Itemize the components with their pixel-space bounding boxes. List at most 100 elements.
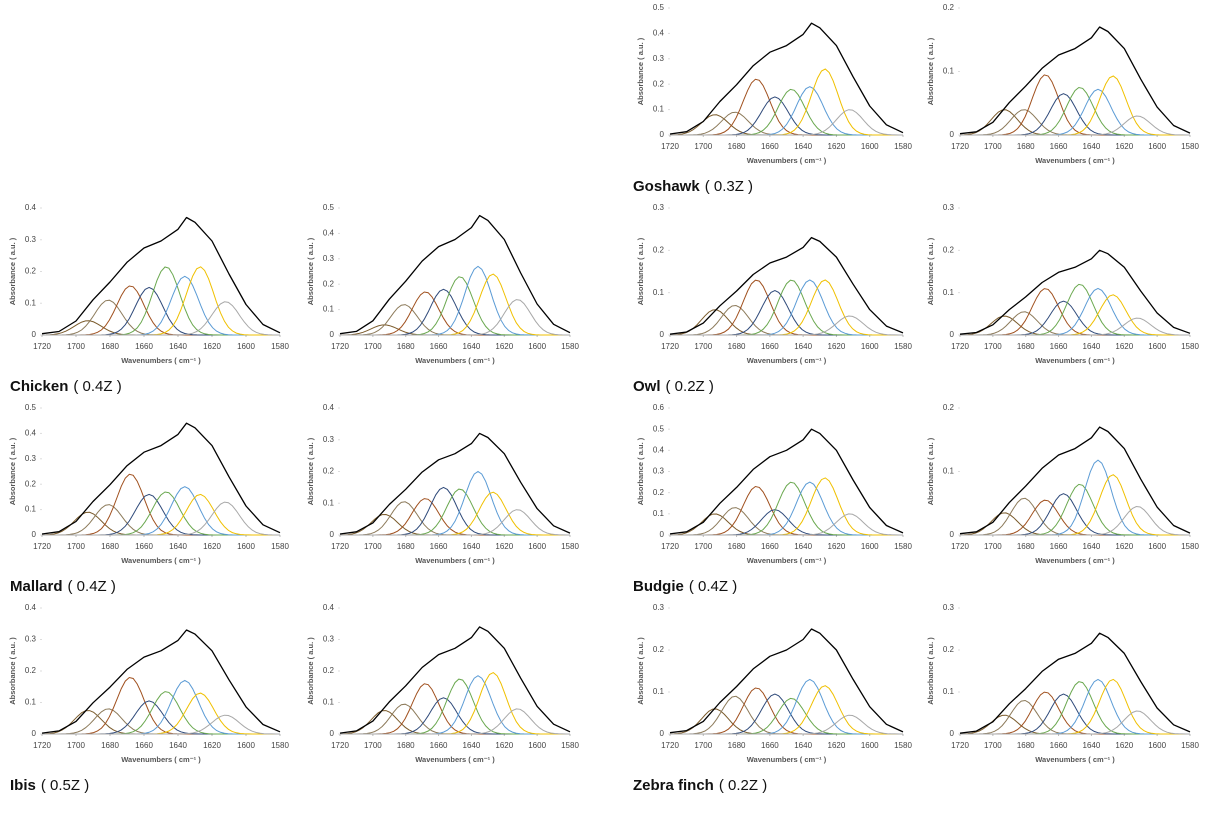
- caption: Budgie ( 0.4Z ): [633, 578, 737, 595]
- y-tick-label: 0.2: [25, 479, 37, 488]
- x-tick-label: 1640: [794, 342, 812, 351]
- caption-name: Mallard: [10, 578, 63, 595]
- y-tick-label: 0.3: [653, 467, 665, 476]
- component-peak: [340, 498, 570, 536]
- component-peak: [42, 676, 280, 735]
- y-tick-label: 0.3: [653, 603, 665, 612]
- component-peak: [42, 493, 280, 536]
- spectrum-line: [41, 629, 281, 734]
- y-tick-label: 0.2: [25, 267, 37, 276]
- y-axis-label: Absorbance ( a.u. ): [8, 237, 17, 305]
- y-tick-label: 0.1: [323, 498, 335, 507]
- x-tick-label: 1700: [67, 542, 85, 551]
- x-axis-label: Wavenumbers ( cm⁻¹ ): [415, 755, 495, 764]
- x-tick-label: 1700: [984, 741, 1002, 750]
- x-tick-label: 1660: [135, 342, 153, 351]
- x-tick-label: 1580: [894, 342, 912, 351]
- y-tick-label: 0.5: [25, 403, 37, 412]
- component-peak: [42, 285, 280, 336]
- x-tick-label: 1620: [1115, 542, 1133, 551]
- spectrum-line: [41, 216, 281, 335]
- y-axis-label: Absorbance ( a.u. ): [926, 237, 935, 305]
- component-peak: [960, 283, 1190, 336]
- y-tick-label: 0.2: [943, 403, 955, 412]
- x-tick-label: 1640: [1083, 342, 1101, 351]
- x-tick-label: 1600: [528, 342, 546, 351]
- y-tick-label: 0: [950, 130, 955, 139]
- y-tick-label: 0.5: [653, 3, 665, 12]
- y-axis-label: Absorbance ( a.u. ): [926, 37, 935, 105]
- x-tick-label: 1660: [1050, 542, 1068, 551]
- x-tick-label: 1700: [694, 741, 712, 750]
- x-tick-label: 1640: [1083, 142, 1101, 151]
- caption-ratio: ( 0.5Z ): [41, 777, 89, 794]
- x-axis-label: Wavenumbers ( cm⁻¹ ): [1035, 556, 1115, 565]
- component-peak: [42, 501, 280, 536]
- x-tick-label: 1640: [169, 741, 187, 750]
- y-tick-label: 0.1: [653, 509, 665, 518]
- x-tick-label: 1700: [984, 542, 1002, 551]
- y-tick-label: 0.1: [25, 505, 37, 514]
- caption: Zebra finch ( 0.2Z ): [633, 777, 767, 794]
- spectrum-line: [339, 432, 571, 535]
- y-tick-label: 0.2: [653, 245, 665, 254]
- y-tick-label: 0.3: [943, 603, 955, 612]
- y-axis-label: Absorbance ( a.u. ): [926, 637, 935, 705]
- x-axis-label: Wavenumbers ( cm⁻¹ ): [1035, 156, 1115, 165]
- y-tick-label: 0.1: [943, 67, 955, 76]
- x-tick-label: 1600: [861, 542, 879, 551]
- y-axis-label: Absorbance ( a.u. ): [306, 637, 315, 705]
- y-tick-label: 0.2: [943, 245, 955, 254]
- y-tick-label: 0.4: [323, 603, 335, 612]
- x-tick-label: 1680: [101, 741, 119, 750]
- x-axis-label: Wavenumbers ( cm⁻¹ ): [121, 755, 201, 764]
- y-tick-label: 0.5: [323, 203, 335, 212]
- component-peak: [340, 288, 570, 336]
- spectrum-line: [41, 422, 281, 535]
- component-peak: [960, 317, 1190, 336]
- caption-ratio: ( 0.2Z ): [666, 378, 714, 395]
- x-tick-label: 1640: [794, 542, 812, 551]
- component-peak: [960, 300, 1190, 336]
- component-peak: [42, 275, 280, 336]
- y-axis-label: Absorbance ( a.u. ): [306, 437, 315, 505]
- caption-ratio: ( 0.3Z ): [705, 178, 753, 195]
- x-tick-label: 1700: [67, 342, 85, 351]
- component-peak: [960, 691, 1190, 735]
- x-tick-label: 1680: [397, 741, 415, 750]
- caption-ratio: ( 0.4Z ): [73, 378, 121, 395]
- spectrum-line: [669, 428, 904, 535]
- component-peak: [960, 493, 1190, 536]
- y-tick-label: 0.3: [943, 203, 955, 212]
- y-tick-label: 0: [950, 530, 955, 539]
- x-tick-label: 1600: [1148, 342, 1166, 351]
- y-axis-label: Absorbance ( a.u. ): [636, 237, 645, 305]
- x-tick-label: 1580: [894, 741, 912, 750]
- x-axis-label: Wavenumbers ( cm⁻¹ ): [747, 156, 827, 165]
- x-tick-label: 1700: [67, 741, 85, 750]
- caption: Mallard ( 0.4Z ): [10, 578, 116, 595]
- x-tick-label: 1620: [828, 741, 846, 750]
- x-tick-label: 1620: [203, 542, 221, 551]
- x-tick-label: 1700: [694, 342, 712, 351]
- x-tick-label: 1680: [728, 542, 746, 551]
- x-tick-label: 1580: [561, 741, 579, 750]
- component-peak: [42, 286, 280, 336]
- x-tick-label: 1660: [430, 542, 448, 551]
- component-peak: [670, 86, 903, 136]
- x-tick-label: 1620: [828, 542, 846, 551]
- x-tick-label: 1720: [951, 542, 969, 551]
- x-tick-label: 1640: [1083, 741, 1101, 750]
- caption: Goshawk ( 0.3Z ): [633, 178, 753, 195]
- x-tick-label: 1580: [1181, 741, 1199, 750]
- x-tick-label: 1600: [1148, 142, 1166, 151]
- x-axis-label: Wavenumbers ( cm⁻¹ ): [415, 556, 495, 565]
- component-peak: [340, 486, 570, 536]
- y-tick-label: 0.4: [25, 429, 37, 438]
- x-axis-label: Wavenumbers ( cm⁻¹ ): [1035, 356, 1115, 365]
- y-tick-label: 0: [330, 729, 335, 738]
- y-axis-label: Absorbance ( a.u. ): [636, 37, 645, 105]
- y-axis-label: Absorbance ( a.u. ): [636, 637, 645, 705]
- spectrum-line: [669, 628, 904, 734]
- x-tick-label: 1720: [33, 542, 51, 551]
